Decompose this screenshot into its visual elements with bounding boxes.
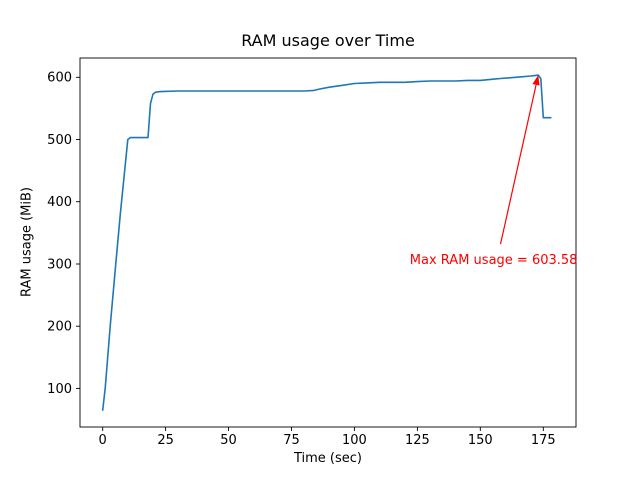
x-tick-label: 50: [220, 433, 237, 448]
y-tick-label: 300: [47, 257, 72, 272]
ram-usage-line: [101, 74, 552, 412]
y-tick-label: 200: [47, 320, 72, 335]
annotation-arrowhead: [532, 75, 540, 86]
chart-title: RAM usage over Time: [241, 31, 415, 50]
y-tick-label: 100: [47, 382, 72, 397]
x-tick-label: 100: [342, 433, 367, 448]
y-tick-label: 400: [47, 195, 72, 210]
x-tick-label: 150: [468, 433, 493, 448]
x-axis-label: Time (sec): [293, 451, 362, 466]
x-tick-label: 125: [405, 433, 430, 448]
axes-frame: [79, 57, 577, 428]
x-tick-label: 175: [531, 433, 556, 448]
annotation-text: Max RAM usage = 603.58: [410, 253, 578, 268]
x-tick-label: 25: [157, 433, 174, 448]
y-tick-label: 500: [47, 133, 72, 148]
x-tick-label: 75: [283, 433, 300, 448]
annotation-arrow: [499, 84, 537, 245]
y-axis-label: RAM usage (MiB): [19, 187, 35, 297]
x-tick-label: 0: [99, 433, 107, 448]
y-tick-label: 600: [47, 71, 72, 86]
